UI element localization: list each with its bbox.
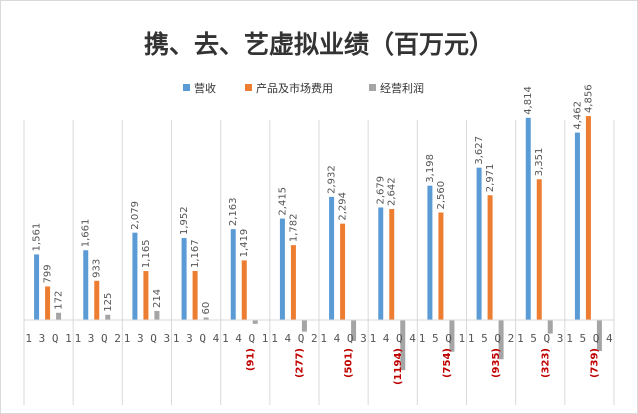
data-label: 1,165 [141,239,152,268]
x-tick-label: 1 4 Q 3 [320,332,366,345]
bar-0 [427,185,433,320]
bar-2 [56,312,62,320]
bar-0 [181,238,187,320]
data-label: 60 [201,302,212,315]
bar-1 [143,271,149,320]
data-label: 4,814 [523,86,534,115]
bar-1 [487,195,493,320]
x-tick-label: 1 5 Q 4 [566,332,613,345]
data-label: 2,294 [338,192,349,221]
bar-1 [94,280,100,320]
data-label: 172 [54,291,65,310]
bar-0 [279,218,285,320]
data-label-negative: (1194) [393,348,404,385]
bar-0 [230,229,236,320]
bar-1 [45,286,51,320]
legend-label-0: 营收 [194,81,216,95]
data-label-negative: (739) [589,348,600,378]
bar-2 [203,317,209,320]
data-label: 2,560 [436,181,447,210]
x-tick-label: 1 5 Q 3 [517,332,563,345]
data-label: 214 [152,289,163,308]
bar-1 [438,212,444,320]
legend-swatch-1 [245,84,252,91]
data-label: 3,627 [474,136,485,165]
data-label: 2,079 [130,201,141,230]
data-label: 1,561 [32,223,43,252]
data-label: 1,419 [239,229,250,258]
bar-2 [547,320,553,334]
data-label: 125 [103,293,114,312]
bar-2 [154,311,160,320]
bar-0 [525,117,531,320]
data-label-negative: (935) [491,348,502,378]
x-tick-label: 1 3 Q 3 [124,332,170,345]
bar-2 [351,320,357,342]
data-label: 4,462 [572,101,583,130]
x-tick-label: 1 3 Q 1 [25,332,71,345]
bar-2 [596,320,602,352]
bar-0 [378,207,384,320]
data-label: 1,167 [190,239,201,268]
data-label-negative: (501) [344,348,355,378]
data-label: 4,856 [583,84,594,113]
bar-1 [340,223,346,320]
bar-2 [105,314,111,320]
bar-1 [192,270,198,320]
data-label: 2,415 [277,187,288,216]
data-label: 2,971 [485,164,496,193]
data-label: 3,351 [534,148,545,177]
bar-0 [83,250,89,320]
data-label: 799 [43,264,54,283]
bar-2 [498,320,504,360]
bar-2 [449,320,455,352]
bar-1 [585,116,591,320]
legend: 营收 产品及市场费用 经营利润 [183,81,424,95]
bar-2 [252,320,258,324]
bars [34,116,602,371]
bar-1 [536,179,542,320]
data-label-negative: (91) [245,348,256,371]
data-label: 933 [92,259,103,278]
data-label: 2,163 [228,198,239,227]
x-tick-label: 1 4 Q 2 [271,332,317,345]
bar-2 [400,320,406,371]
legend-swatch-0 [183,84,190,91]
data-label-negative: (754) [442,348,453,378]
data-label: 2,679 [376,176,387,205]
x-tick-label: 1 4 Q 4 [370,332,417,345]
data-label: 1,952 [179,206,190,235]
bar-0 [574,132,580,320]
data-label: 1,782 [288,214,299,243]
bar-2 [301,320,307,332]
bar-0 [329,196,335,320]
bar-1 [241,260,247,320]
x-tick-label: 1 5 Q 1 [419,332,465,345]
bar-1 [290,245,296,320]
data-label: 1,661 [81,219,92,248]
data-label: 2,642 [387,177,398,206]
x-tick-label: 1 3 Q 4 [173,332,220,345]
bar-0 [476,167,482,320]
x-tick-label: 1 3 Q 2 [75,332,121,345]
data-label: 2,932 [327,165,338,194]
data-label: 3,198 [425,154,436,183]
data-label-negative: (277) [294,348,305,378]
data-label-negative: (323) [540,348,551,378]
legend-swatch-2 [369,84,376,91]
bar-0 [34,254,40,320]
legend-label-2: 经营利润 [380,81,424,95]
x-tick-label: 1 4 Q 1 [222,332,268,345]
category-separators [23,120,615,405]
bar-1 [389,209,395,320]
bar-0 [132,232,138,320]
x-tick-label: 1 5 Q 2 [468,332,514,345]
chart-title: 携、去、艺虚拟业绩（百万元） [144,30,494,59]
legend-label-1: 产品及市场费用 [256,81,333,95]
